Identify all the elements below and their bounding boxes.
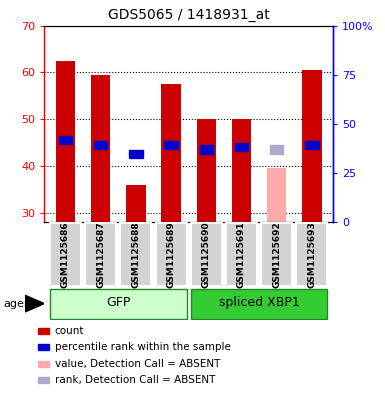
Bar — [267, 168, 286, 222]
Bar — [91, 75, 110, 222]
Text: GSM1125691: GSM1125691 — [237, 221, 246, 288]
Text: percentile rank within the sample: percentile rank within the sample — [55, 342, 231, 353]
Title: GDS5065 / 1418931_at: GDS5065 / 1418931_at — [108, 8, 270, 22]
Text: GSM1125692: GSM1125692 — [272, 221, 281, 288]
Polygon shape — [25, 295, 44, 312]
Bar — [38, 377, 49, 383]
Text: GSM1125686: GSM1125686 — [61, 221, 70, 288]
Bar — [199, 145, 213, 154]
FancyBboxPatch shape — [191, 223, 222, 286]
Text: count: count — [55, 326, 84, 336]
Bar — [161, 84, 181, 222]
Text: GSM1125693: GSM1125693 — [307, 221, 316, 288]
Text: GFP: GFP — [106, 296, 131, 309]
Bar — [56, 61, 75, 222]
FancyBboxPatch shape — [121, 223, 151, 286]
FancyBboxPatch shape — [50, 223, 81, 286]
Bar — [50, 288, 187, 319]
Bar — [232, 119, 251, 222]
Text: spliced XBP1: spliced XBP1 — [219, 296, 300, 309]
Bar — [191, 288, 327, 319]
Text: GSM1125689: GSM1125689 — [167, 221, 176, 288]
Bar — [126, 185, 146, 222]
Bar — [197, 119, 216, 222]
Bar — [38, 361, 49, 367]
Bar — [270, 145, 283, 154]
Bar — [38, 344, 49, 351]
Text: value, Detection Call = ABSENT: value, Detection Call = ABSENT — [55, 359, 220, 369]
Text: agent: agent — [4, 299, 36, 309]
Bar — [38, 328, 49, 334]
Bar — [94, 141, 107, 149]
Bar — [164, 141, 178, 149]
Bar — [302, 70, 321, 222]
Text: GSM1125690: GSM1125690 — [202, 221, 211, 288]
FancyBboxPatch shape — [296, 223, 327, 286]
Text: GSM1125687: GSM1125687 — [96, 221, 105, 288]
FancyBboxPatch shape — [226, 223, 257, 286]
Bar — [129, 150, 142, 158]
Bar — [305, 141, 318, 149]
FancyBboxPatch shape — [261, 223, 292, 286]
Text: GSM1125688: GSM1125688 — [131, 221, 140, 288]
Bar — [59, 136, 72, 144]
Text: rank, Detection Call = ABSENT: rank, Detection Call = ABSENT — [55, 375, 215, 385]
Bar — [235, 143, 248, 151]
FancyBboxPatch shape — [156, 223, 187, 286]
FancyBboxPatch shape — [85, 223, 116, 286]
